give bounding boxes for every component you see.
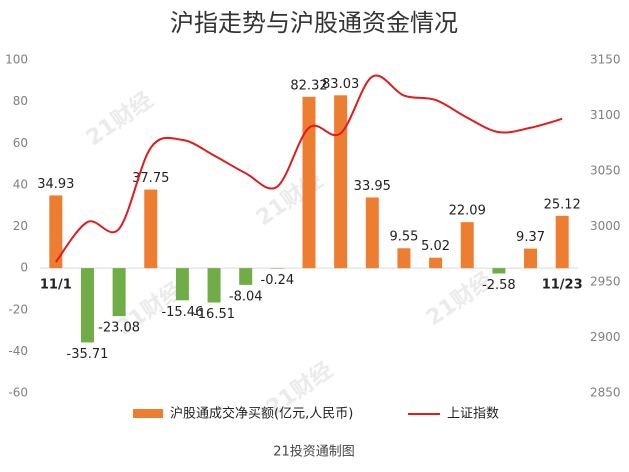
bar [302, 96, 316, 269]
bar [460, 222, 474, 269]
bar [524, 248, 538, 269]
y-tick-label: 80 [13, 94, 28, 108]
value-label: 25.12 [544, 197, 581, 212]
y-tick-label: -20 [8, 302, 28, 316]
y-tick-label: 100 [5, 53, 28, 67]
y2-tick-label: 2850 [590, 386, 621, 400]
value-label: -23.08 [98, 321, 140, 336]
value-label: -2.58 [482, 278, 516, 293]
value-label: 82.32 [290, 78, 327, 93]
value-label: -8.04 [229, 289, 263, 304]
bar [144, 189, 158, 269]
bar [207, 268, 221, 303]
y-tick-label: -40 [8, 344, 28, 358]
bar [365, 197, 379, 269]
bar [175, 268, 189, 301]
watermark: 21财经 [421, 267, 497, 331]
bar [239, 268, 253, 285]
y-tick-label: 60 [13, 136, 28, 150]
value-label: 33.95 [354, 179, 391, 194]
y2-tick-label: 3050 [590, 164, 621, 178]
bar [492, 268, 506, 274]
x-tick-label: 11/1 [40, 278, 72, 293]
value-label: 83.03 [322, 77, 359, 92]
bar [555, 215, 569, 269]
y2-tick-label: 2900 [590, 330, 621, 344]
chart-title: 沪指走势与沪股通资金情况 [170, 9, 458, 37]
watermark: 21财经 [251, 167, 327, 231]
bar [334, 95, 348, 269]
value-label: 9.55 [389, 230, 418, 245]
value-label: 22.09 [449, 204, 486, 219]
value-label: 37.75 [132, 171, 169, 186]
value-label: 5.02 [421, 239, 450, 254]
y-tick-label: 20 [13, 219, 28, 233]
value-label: -35.71 [67, 347, 109, 362]
legend-swatch [133, 409, 163, 418]
y2-tick-label: 3150 [590, 53, 621, 67]
watermark: 21财经 [81, 87, 157, 151]
y-tick-label: 40 [13, 177, 28, 191]
y2-tick-label: 3000 [590, 219, 621, 233]
y2-tick-label: 3100 [590, 108, 621, 122]
y-tick-label: -60 [8, 386, 28, 400]
bar [80, 268, 94, 343]
bar [429, 257, 443, 269]
bar [49, 195, 63, 269]
y-tick-label: 0 [20, 261, 28, 275]
footer: 21投资通制图 [273, 444, 355, 460]
bar [397, 248, 411, 269]
bar [112, 268, 126, 317]
legend-label: 沪股通成交净买额(亿元,人民币) [170, 406, 353, 422]
value-label: 9.37 [516, 230, 545, 245]
value-label: -0.24 [261, 273, 295, 288]
y2-tick-label: 2950 [590, 275, 621, 289]
value-label: -16.51 [193, 307, 235, 322]
legend-label: 上证指数 [447, 407, 499, 422]
value-label: 34.93 [37, 177, 74, 192]
line [55, 74, 563, 263]
x-tick-label: 11/23 [542, 278, 583, 293]
value-label: -15.46 [161, 305, 203, 320]
